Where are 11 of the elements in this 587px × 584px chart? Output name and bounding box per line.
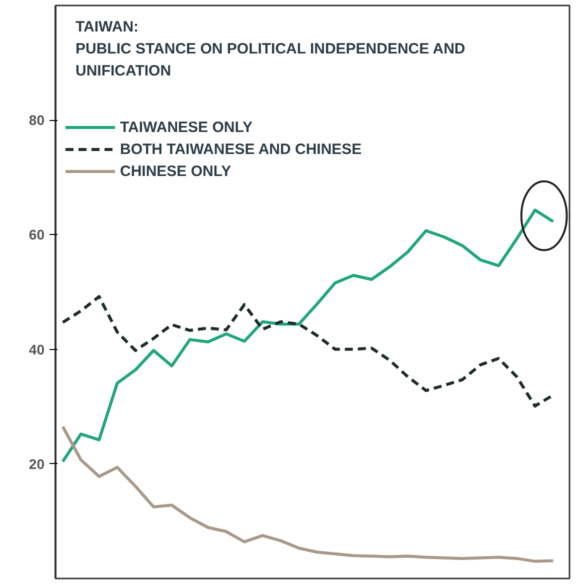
legend-label: CHINESE ONLY (120, 162, 232, 180)
text: TAIWAN: (76, 18, 139, 36)
text: PUBLIC STANCE ON POLITICAL INDEPENDENCE AND UNIFICATION (76, 40, 466, 80)
y-tick-label: 40 (28, 341, 45, 358)
legend-label: BOTH TAIWANESE AND CHINESE (120, 140, 362, 158)
y-tick-label: 20 (28, 456, 45, 472)
legend-label: TAIWANESE ONLY (120, 118, 253, 136)
line-series (61, 425, 555, 563)
y-tick-label: 60 (28, 226, 45, 243)
line-series (61, 208, 555, 464)
y-tick-label: 80 (28, 112, 45, 128)
